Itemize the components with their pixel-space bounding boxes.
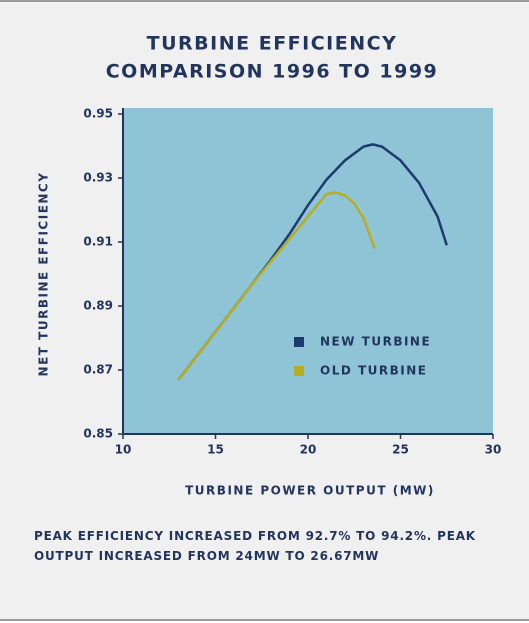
- chart-title: COMPARISON 1996 TO 1999: [106, 61, 439, 83]
- y-tick-label: 0.93: [83, 171, 113, 185]
- legend-label: OLD TURBINE: [320, 364, 428, 378]
- legend-label: NEW TURBINE: [320, 335, 431, 349]
- x-tick-label: 20: [300, 443, 317, 457]
- legend-swatch: [294, 366, 304, 376]
- x-tick-label: 30: [485, 443, 502, 457]
- x-axis-label: TURBINE POWER OUTPUT (MW): [185, 484, 435, 498]
- chart-title: TURBINE EFFICIENCY: [147, 33, 398, 55]
- x-tick-label: 25: [392, 443, 409, 457]
- y-tick-label: 0.89: [83, 299, 113, 313]
- line: [177, 191, 376, 381]
- y-tick-label: 0.85: [83, 427, 113, 441]
- y-tick-label: 0.91: [83, 235, 113, 249]
- x-tick-label: 15: [207, 443, 224, 457]
- y-axis-label: NET TURBINE EFFICIENCY: [37, 172, 51, 377]
- y-tick-label: 0.87: [83, 363, 113, 377]
- legend-swatch: [294, 337, 304, 347]
- x-tick-label: 10: [115, 443, 132, 457]
- plot-area: [123, 108, 493, 434]
- y-tick-label: 0.95: [83, 107, 113, 121]
- caption: PEAK EFFICIENCY INCREASED FROM 92.7% TO …: [34, 529, 476, 563]
